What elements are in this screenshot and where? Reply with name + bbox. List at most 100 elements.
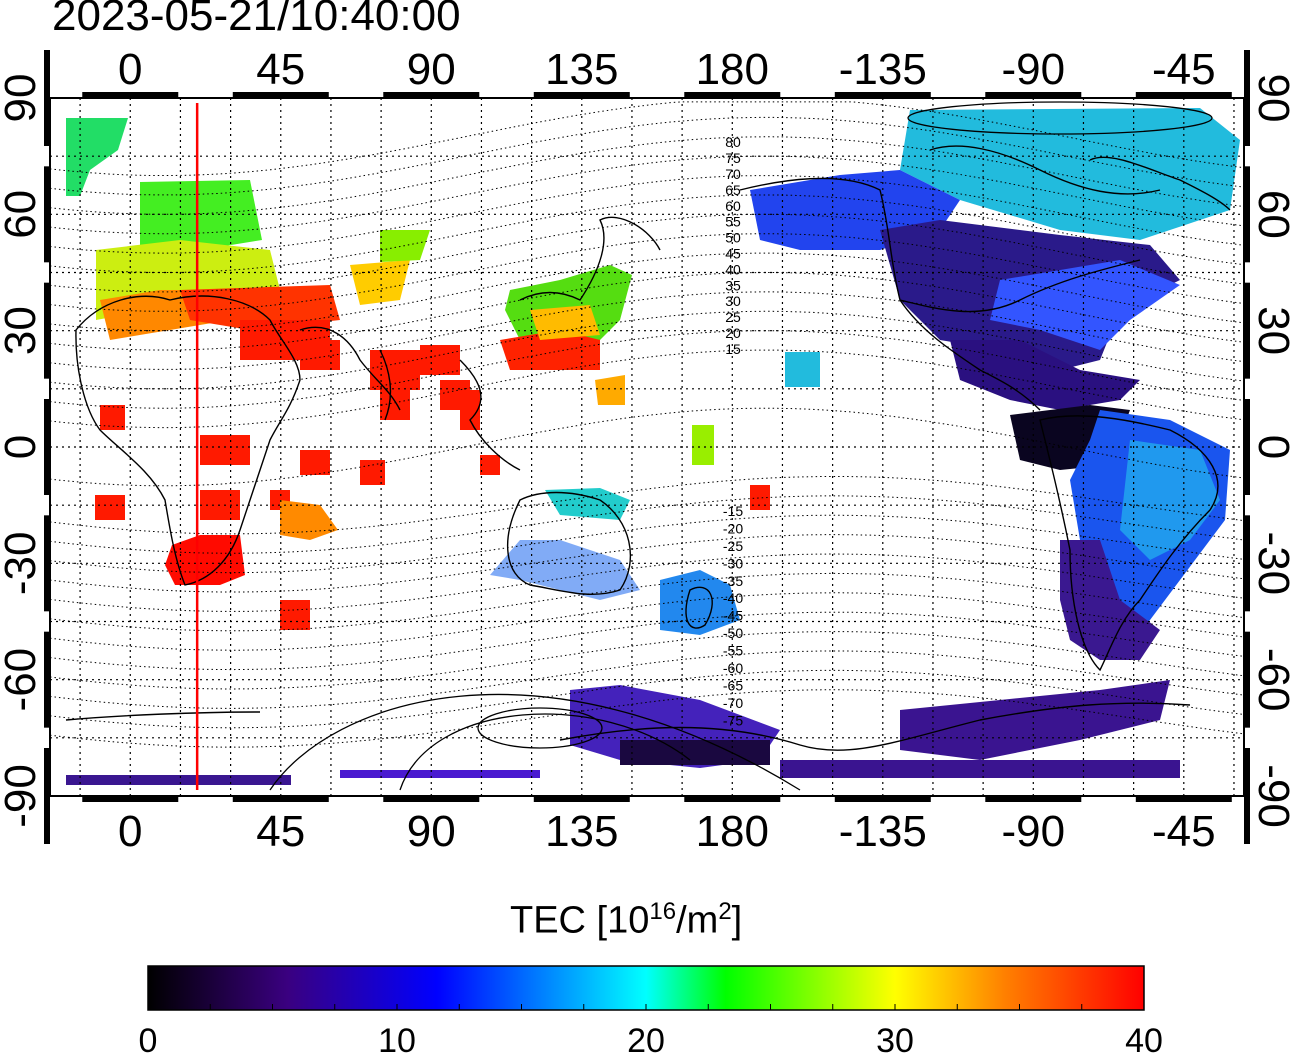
right-lat-label: -30: [1249, 532, 1294, 596]
magnetic-contour: [49, 631, 1245, 690]
magnetic-pole-contours: [269, 101, 1213, 791]
magnetic-contour: [49, 534, 1245, 593]
colorbar-label-0: 0: [139, 1022, 158, 1057]
right-lat-labels: 90 60 30 0 -30 -60 -90: [1249, 74, 1294, 828]
colorbar-label-40: 40: [1125, 1022, 1163, 1057]
magnetic-contour: [49, 553, 1245, 612]
colorbar-title-main: TEC [10: [510, 899, 650, 942]
tec-patch-central-america: [950, 340, 1140, 410]
colorbar-title-exponent: 16: [649, 898, 677, 925]
magnetic-contour: [49, 194, 1245, 273]
frame-tick-left: [44, 50, 50, 146]
tec-patch-north-america-east: [990, 260, 1180, 350]
bottom-lon-label: 135: [545, 807, 618, 856]
bottom-lon-label: -45: [1152, 807, 1216, 856]
colorbar-ticks: [147, 1004, 1145, 1010]
tec-patch-asia-green: [380, 230, 430, 262]
frame-tick-right: [1244, 515, 1250, 612]
contour-label--20: -20: [723, 520, 743, 536]
magnetic-contours: [49, 101, 1245, 748]
frame-tick-left: [44, 399, 50, 495]
colorbar-label-10: 10: [378, 1022, 416, 1057]
tec-patch-hawaii: [785, 352, 820, 387]
bottom-lon-label: 180: [696, 807, 769, 856]
right-lat-label: -90: [1249, 764, 1294, 828]
contour-label-15: 15: [725, 341, 741, 357]
left-lat-label: -30: [0, 532, 45, 596]
right-lat-label: 30: [1249, 306, 1294, 355]
top-lon-label: 45: [256, 45, 305, 94]
frame-tick-bottom: [985, 796, 1082, 802]
right-lat-label: 90: [1249, 74, 1294, 123]
colorbar-label-20: 20: [627, 1022, 665, 1057]
top-lon-label: -90: [1001, 45, 1065, 94]
magnetic-contour: [49, 572, 1245, 632]
left-lat-label: -60: [0, 648, 45, 712]
contour-label--65: -65: [723, 677, 743, 693]
frame-tick-bottom: [533, 796, 630, 802]
bottom-lon-labels: 0 45 90 135 180 -135 -90 -45: [118, 807, 1216, 856]
bottom-lon-label: 45: [256, 807, 305, 856]
top-lon-label: -45: [1152, 45, 1216, 94]
magnetic-contour: [49, 155, 1245, 235]
tec-patch-south-america-south: [1060, 540, 1160, 660]
bottom-lon-label: 0: [118, 807, 142, 856]
contour-label-50: 50: [725, 230, 741, 246]
contour-label-65: 65: [725, 182, 741, 198]
contour-label-75: 75: [725, 150, 741, 166]
contour-label-45: 45: [725, 245, 741, 261]
contour-label--45: -45: [723, 608, 743, 624]
bottom-lon-label: -90: [1001, 807, 1065, 856]
colorbar-title-unit-exponent: 2: [718, 898, 732, 925]
magnetic-contour: [49, 272, 1245, 351]
top-lon-labels: 0 45 90 135 180 -135 -90 -45: [118, 45, 1216, 94]
frame-tick-top: [985, 92, 1082, 98]
tec-patch-arctic: [900, 108, 1240, 240]
magnetic-contour: [49, 330, 1245, 409]
frame-tick-left: [44, 631, 50, 728]
tec-patch-philippines: [595, 375, 625, 405]
magnetic-contour: [49, 669, 1245, 729]
top-lon-label: -135: [839, 45, 927, 94]
left-lat-label: 0: [0, 435, 45, 459]
frame-tick-right: [1244, 748, 1250, 844]
contour-label-70: 70: [725, 166, 741, 182]
magnetic-contour: [49, 291, 1245, 370]
contour-label-35: 35: [725, 277, 741, 293]
timestamp: 2023-05-21/10:40:00: [52, 0, 461, 40]
magnetic-contour: [49, 213, 1245, 293]
tec-patch-new-zealand: [660, 570, 740, 635]
tec-patch-antarctic-strip-1: [66, 775, 291, 785]
bottom-lon-label: 90: [407, 807, 456, 856]
frame-tick-right: [1244, 399, 1250, 495]
tec-patch-europe-north: [140, 180, 262, 250]
frame-tick-bottom: [82, 796, 179, 802]
tec-patch-antarctic-strip-3: [780, 760, 1180, 778]
contour-label--40: -40: [723, 590, 743, 606]
magnetic-contour: [49, 650, 1245, 709]
frame-tick-right: [1244, 50, 1250, 146]
tec-patch-south-america-inner: [1120, 440, 1220, 560]
right-lat-label: 0: [1249, 435, 1294, 459]
top-lon-label: 180: [696, 45, 769, 94]
contour-label--70: -70: [723, 695, 743, 711]
magnetic-contour: [49, 611, 1245, 671]
right-lat-label: 60: [1249, 190, 1294, 239]
contour-label--75: -75: [723, 712, 743, 728]
contour-label--60: -60: [723, 660, 743, 676]
frame-tick-top: [82, 92, 179, 98]
frame-tick-bottom: [834, 796, 931, 802]
frame-tick-left: [44, 515, 50, 612]
left-lat-label: 60: [0, 190, 45, 239]
tec-patch-east-asia-mid: [530, 305, 600, 340]
top-lon-label: 0: [118, 45, 142, 94]
frame-tick-right: [1244, 282, 1250, 379]
contour-label-20: 20: [725, 325, 741, 341]
colorbar-title: TEC [1016/m2]: [510, 900, 742, 940]
contour-label-80: 80: [725, 134, 741, 150]
colorbar: [147, 965, 1145, 1011]
tec-patch-north-atlantic: [66, 118, 128, 196]
frame-tick-left: [44, 282, 50, 379]
frame-tick-top: [1135, 92, 1232, 98]
tec-patch-pacific-1: [692, 425, 714, 465]
